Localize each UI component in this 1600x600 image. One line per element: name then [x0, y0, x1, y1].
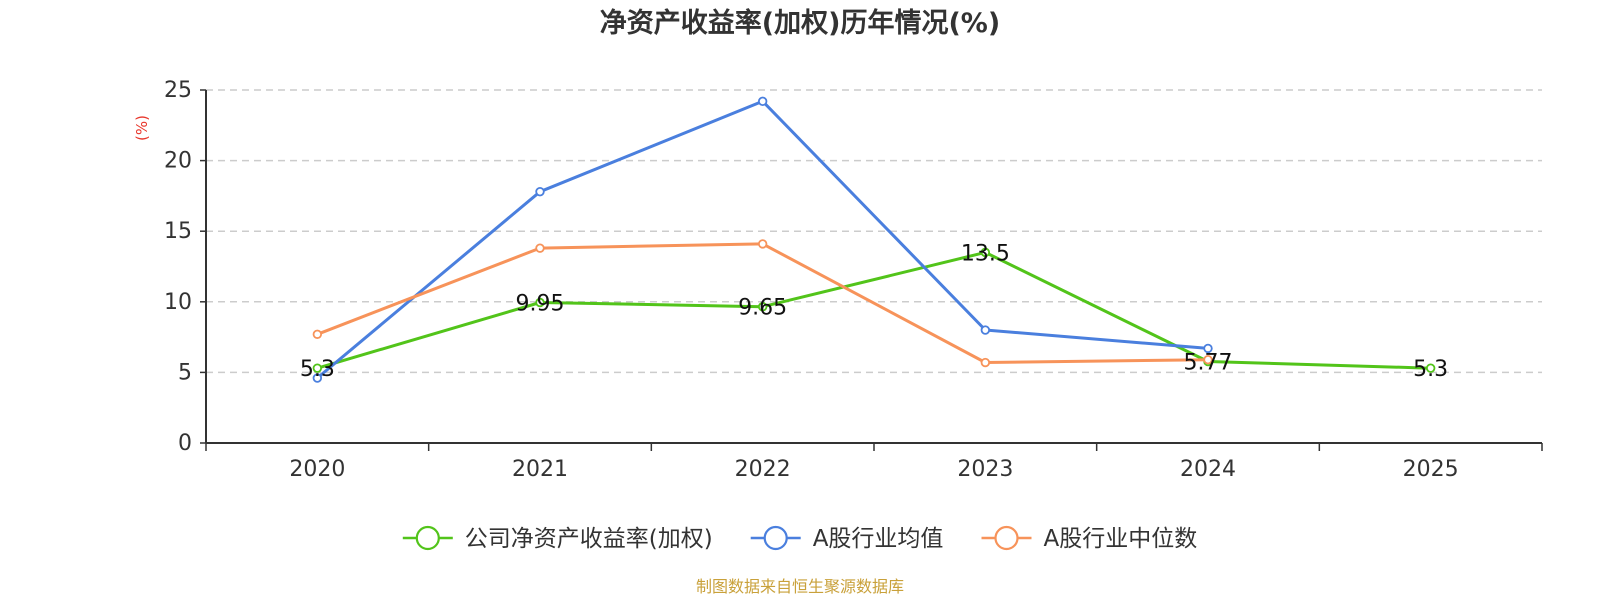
y-tick-label: 15 [164, 219, 192, 244]
data-label: 5.3 [1413, 357, 1448, 382]
data-point [757, 302, 768, 312]
legend-item-2[interactable]: A股行业中位数 [981, 525, 1198, 552]
legend: 公司净资产收益率(加权) A股行业均值 A股行业中位数 [402, 525, 1198, 552]
x-tick-label: 2020 [289, 457, 345, 482]
data-label: 9.65 [738, 296, 787, 321]
data-label: 9.95 [516, 292, 565, 317]
data-labels: 5.3 9.95 9.65 13.5 5.77 5.3 [300, 241, 1448, 382]
grid-lines [206, 89, 1542, 374]
x-tick-label: 2025 [1403, 457, 1459, 482]
data-point [312, 363, 323, 373]
legend-item-0[interactable]: 公司净资产收益率(加权) [402, 525, 713, 552]
data-point [757, 239, 768, 249]
x-tick-label: 2022 [735, 457, 791, 482]
x-tick-label: 2024 [1180, 457, 1236, 482]
data-point [1203, 343, 1213, 354]
legend-marker [994, 525, 1019, 551]
data-point [980, 247, 991, 258]
y-tick-label: 10 [164, 290, 192, 315]
chart-title: 净资产收益率(加权)历年情况(%) [600, 7, 1000, 39]
data-point [1425, 363, 1436, 373]
data-point [312, 329, 323, 339]
data-point [1203, 354, 1213, 365]
y-tick-label: 25 [164, 78, 192, 103]
data-point [535, 243, 545, 253]
x-tick-label: 2021 [512, 457, 568, 482]
data-point [535, 297, 545, 308]
data-label: 5.77 [1184, 351, 1233, 376]
data-point [757, 96, 768, 106]
data-point [312, 373, 323, 383]
x-tick-label: 2023 [957, 457, 1013, 482]
data-point [980, 357, 991, 368]
data-point [980, 325, 991, 335]
legend-label: 公司净资产收益率(加权) [465, 526, 713, 552]
data-point [535, 186, 545, 197]
data-label: 5.3 [300, 357, 335, 382]
y-tick-label: 5 [178, 360, 192, 385]
y-axis-unit-label: (%) [133, 115, 151, 141]
legend-item-1[interactable]: A股行业均值 [750, 525, 944, 552]
series-lines [312, 96, 1436, 383]
y-tick-label: 20 [164, 149, 192, 174]
y-tick-label: 0 [178, 431, 192, 456]
legend-label: A股行业均值 [813, 526, 944, 552]
series-line-0 [315, 250, 1433, 370]
legend-label: A股行业中位数 [1044, 526, 1198, 552]
legend-marker [763, 525, 788, 551]
source-note: 制图数据来自恒生聚源数据库 [696, 577, 904, 596]
data-label: 13.5 [961, 241, 1010, 266]
legend-marker [415, 525, 440, 551]
